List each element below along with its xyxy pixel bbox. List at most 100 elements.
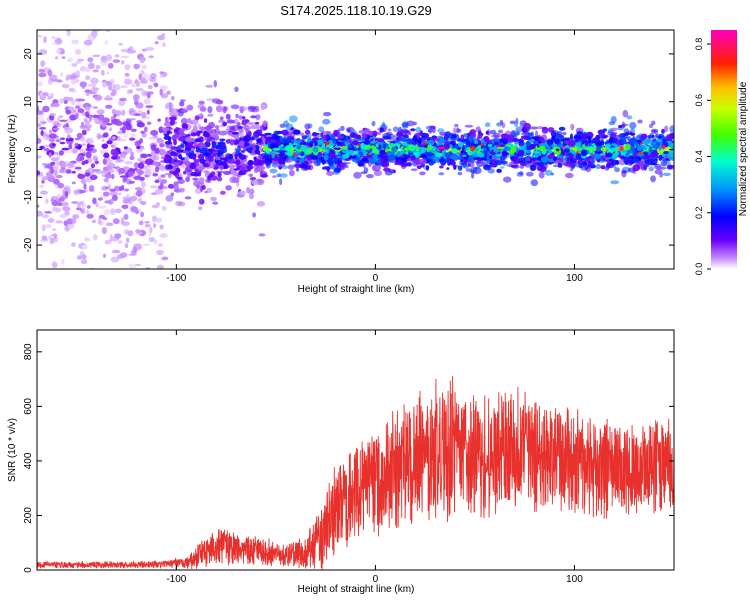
spectrogram-cell: [49, 269, 56, 272]
spectrogram-cell: [150, 192, 157, 195]
spectrogram-cell: [180, 117, 188, 125]
spectrogram-cell: [479, 145, 487, 149]
spectrogram-cell: [539, 165, 547, 173]
spectrogram-cell: [107, 62, 114, 69]
spectrogram-cell: [569, 133, 574, 140]
colorbar-gradient: [711, 30, 737, 269]
spectrogram-cell: [623, 157, 630, 164]
spectrogram-cell: [217, 171, 222, 178]
spectrogram-cell: [96, 133, 102, 140]
spectrogram-cell: [204, 132, 211, 138]
spectrogram-cell: [372, 130, 378, 137]
spectrogram-cell: [242, 116, 246, 120]
spectrogram-cell: [643, 151, 649, 155]
snr-y-ticks: 0 200 400 600 800: [23, 343, 674, 573]
spectrogram-cell: [573, 135, 582, 140]
spectrogram-cell: [621, 121, 626, 129]
spectrogram-cell: [218, 130, 228, 136]
spectrogram-cell: [219, 157, 225, 160]
spectrogram-cell: [101, 69, 105, 76]
spectrogram-cell: [469, 129, 477, 135]
spectrogram-cell: [269, 168, 278, 174]
spectrogram-cell: [81, 129, 87, 136]
spectrogram-cell: [178, 128, 185, 135]
spectrogram-cell: [130, 85, 137, 88]
spectrogram-cell: [212, 201, 219, 205]
spectrogram-cell: [297, 139, 302, 144]
spectrogram-cell: [203, 152, 210, 157]
spectrogram-cell: [118, 23, 123, 30]
spectrogram-cell: [97, 197, 104, 201]
spectrogram-cell: [198, 177, 205, 185]
spectrogram-cell: [39, 127, 47, 130]
spectrogram-cell: [364, 145, 371, 150]
spectrogram-cell: [150, 129, 159, 136]
spectrogram-cell: [281, 129, 289, 136]
spectrogram-cell: [318, 126, 325, 133]
spectrogram-cell: [55, 56, 59, 60]
spectrogram-cell: [67, 57, 74, 63]
spectrogram-cell: [312, 146, 319, 153]
spectrogram-cell: [119, 97, 127, 102]
spectrogram-cell: [80, 178, 86, 184]
spectrogram-cell: [92, 106, 99, 109]
spectrogram-cell: [157, 35, 165, 41]
spectrogram-cell: [50, 198, 55, 202]
spectrogram-cell: [160, 179, 168, 184]
spectrogram-cell: [240, 165, 247, 171]
spectrogram-cell: [461, 161, 468, 168]
spectrogram-cell: [348, 149, 355, 155]
spectrogram-cell: [101, 143, 109, 149]
spectrogram-cell: [643, 164, 647, 171]
spectrogram-cell: [666, 164, 673, 170]
spectrogram-cell: [326, 171, 334, 176]
spectrogram-cell: [44, 211, 53, 214]
spectrogram-cell: [511, 130, 519, 137]
spectrogram-cell: [661, 145, 666, 149]
spectrogram-cell: [647, 134, 652, 139]
spectrogram-cell: [159, 233, 168, 239]
spectrogram-cell: [84, 172, 91, 177]
spectrogram-cell: [322, 134, 327, 141]
spectrogram-cell: [333, 129, 339, 137]
spectrogram-cell: [128, 180, 135, 184]
spectrogram-cell: [85, 111, 89, 118]
spectrogram-cell: [247, 105, 257, 110]
spectrogram-cell: [538, 171, 545, 179]
spectrogram-cell: [202, 166, 206, 170]
spectrogram-cell: [311, 155, 319, 160]
spectrogram-cell: [120, 85, 128, 89]
spectrogram-cell: [37, 170, 41, 176]
spectrogram-cell: [84, 106, 91, 111]
spectrogram-cell: [402, 134, 409, 139]
spectrogram-cell: [651, 139, 657, 143]
spectrogram-cell: [43, 148, 50, 152]
spectrogram-cell: [52, 120, 61, 128]
spectrogram-cell: [292, 129, 301, 135]
spectrogram-cell: [79, 81, 88, 88]
spectrogram-cell: [383, 167, 391, 172]
spectrogram-cell: [51, 36, 56, 40]
spectrogram-cell: [264, 157, 273, 163]
spectrogram-cell: [615, 147, 619, 154]
spectrogram-cell: [127, 171, 134, 177]
spectrogram-cell: [333, 167, 342, 173]
spectrogram-cell: [53, 127, 60, 131]
spectrogram-cell: [137, 162, 145, 169]
spectrogram-cell: [159, 71, 165, 75]
spectrogram-cell: [485, 130, 489, 135]
spectrogram-cell: [642, 139, 650, 145]
spectrogram-cell: [398, 137, 406, 142]
spectrogram-cell: [109, 188, 116, 192]
spectrogram-cell: [135, 229, 141, 233]
spectrogram-cell: [420, 153, 426, 158]
spectrogram-cell: [557, 163, 563, 168]
colorbar-tick-label: 0.4: [694, 150, 704, 163]
spectrogram-cell: [92, 54, 101, 58]
spectrogram-cell: [193, 159, 201, 163]
spectrogram-cell: [216, 176, 223, 182]
spectrogram-cell: [560, 151, 566, 156]
spectrogram-cell: [140, 154, 148, 159]
spectrogram-cell: [38, 68, 45, 73]
spectrogram-cell: [124, 64, 131, 71]
